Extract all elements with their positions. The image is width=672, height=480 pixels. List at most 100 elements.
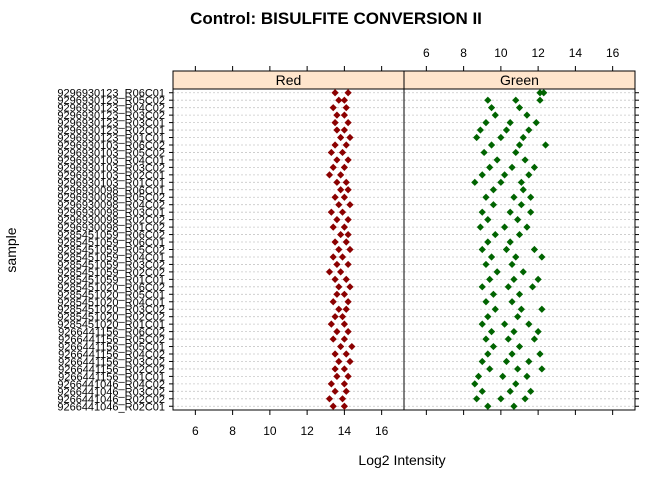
data-point-red: [340, 96, 348, 104]
data-point-red: [331, 365, 339, 373]
data-point-red: [338, 395, 347, 403]
data-point-red: [340, 335, 348, 343]
data-point-green: [515, 141, 524, 149]
data-point-red: [344, 298, 352, 306]
data-point-green: [491, 305, 499, 313]
sample-label: 9266441046_R03C02: [57, 386, 165, 398]
data-point-green: [497, 178, 505, 186]
data-point-green: [478, 387, 486, 395]
data-point-green: [519, 133, 527, 142]
data-point-red: [340, 402, 348, 410]
sample-label: 9266441156_R05C02: [58, 334, 165, 346]
data-point-green: [525, 126, 533, 134]
sample-label: 9266441156_R06C02: [58, 327, 165, 339]
data-point-green: [527, 208, 535, 216]
sample-label: 9285451059_R05C02: [57, 245, 165, 257]
data-point-green: [504, 335, 512, 343]
panel-green: Green 6 8 10 12 14 16: [403, 46, 639, 415]
data-point-green: [510, 193, 518, 201]
data-point-red: [331, 193, 339, 201]
sample-label: 9285451059_R04C01: [57, 252, 165, 264]
data-point-green: [506, 238, 514, 246]
data-point-red: [346, 133, 354, 142]
data-point-green: [502, 126, 511, 134]
data-point-green: [540, 89, 548, 97]
data-point-green: [487, 141, 496, 149]
data-point-green: [512, 96, 520, 104]
data-point-green: [471, 178, 479, 186]
data-point-green: [515, 104, 524, 112]
data-point-red: [327, 320, 335, 328]
data-point-green: [499, 372, 507, 381]
data-point-green: [486, 365, 494, 373]
x-tick-label: 16: [375, 424, 389, 438]
data-point-green: [532, 118, 540, 127]
data-point-red: [333, 111, 341, 119]
sample-label: 9266441156_R03C02: [58, 356, 165, 368]
data-point-green: [506, 208, 514, 216]
data-point-green: [534, 275, 542, 283]
data-point-red: [340, 223, 348, 231]
data-point-red: [342, 141, 350, 149]
data-point-green: [493, 268, 501, 276]
data-point-green: [530, 163, 539, 171]
data-point-green: [530, 245, 539, 254]
data-point-green: [527, 193, 535, 201]
data-point-green: [517, 201, 525, 209]
data-point-green: [500, 320, 509, 328]
data-point-green: [525, 357, 533, 366]
data-point-red: [333, 216, 341, 224]
data-point-green: [489, 290, 498, 298]
data-point-red: [342, 305, 350, 313]
sample-label: 9296930123_R04C02: [57, 103, 165, 115]
data-point-green: [482, 193, 490, 201]
data-point-green: [525, 171, 533, 179]
data-point-red: [325, 268, 334, 276]
data-point-green: [489, 186, 498, 194]
data-point-red: [337, 230, 345, 239]
data-point-green: [517, 305, 525, 313]
data-point-red: [346, 201, 354, 209]
data-point-green: [491, 111, 499, 119]
data-point-green: [484, 216, 492, 224]
data-point-green: [484, 350, 492, 358]
data-point-green: [512, 148, 520, 157]
data-point-green: [484, 313, 492, 321]
data-point-green: [519, 268, 527, 276]
data-point-red: [325, 395, 334, 403]
data-point-red: [338, 208, 347, 216]
data-point-red: [335, 357, 343, 366]
data-point-green: [497, 133, 505, 142]
data-point-red: [344, 260, 352, 269]
data-point-red: [337, 268, 345, 276]
data-point-red: [346, 245, 354, 254]
data-point-red: [338, 148, 347, 157]
x-tick-label: 8: [229, 424, 236, 438]
data-point-green: [487, 253, 496, 261]
data-point-green: [521, 156, 529, 164]
data-point-red: [344, 216, 352, 224]
data-point-red: [333, 290, 341, 298]
data-point-green: [478, 245, 486, 254]
data-point-green: [500, 223, 509, 231]
sample-label: 9266441156_R02C02: [58, 364, 165, 376]
data-point-green: [482, 335, 490, 343]
data-point-red: [335, 96, 343, 104]
data-point-green: [482, 298, 490, 306]
data-point-red: [337, 133, 345, 142]
data-point-green: [508, 163, 516, 171]
sample-label: 9266441046_R02C02: [57, 394, 165, 406]
data-point-red: [346, 357, 354, 366]
data-point-green: [474, 372, 483, 381]
sample-label: 9266441156_R05C01: [58, 342, 165, 354]
sample-label: 9285451059_R06C02: [57, 230, 165, 242]
data-point-red: [340, 111, 348, 119]
data-point-red: [335, 245, 343, 254]
data-point-red: [342, 178, 350, 186]
data-point-red: [333, 328, 341, 336]
data-point-red: [335, 201, 343, 209]
data-point-red: [340, 163, 348, 171]
x-tick-label: 14: [569, 46, 583, 60]
data-point-green: [500, 171, 509, 179]
data-point-green: [478, 357, 486, 366]
